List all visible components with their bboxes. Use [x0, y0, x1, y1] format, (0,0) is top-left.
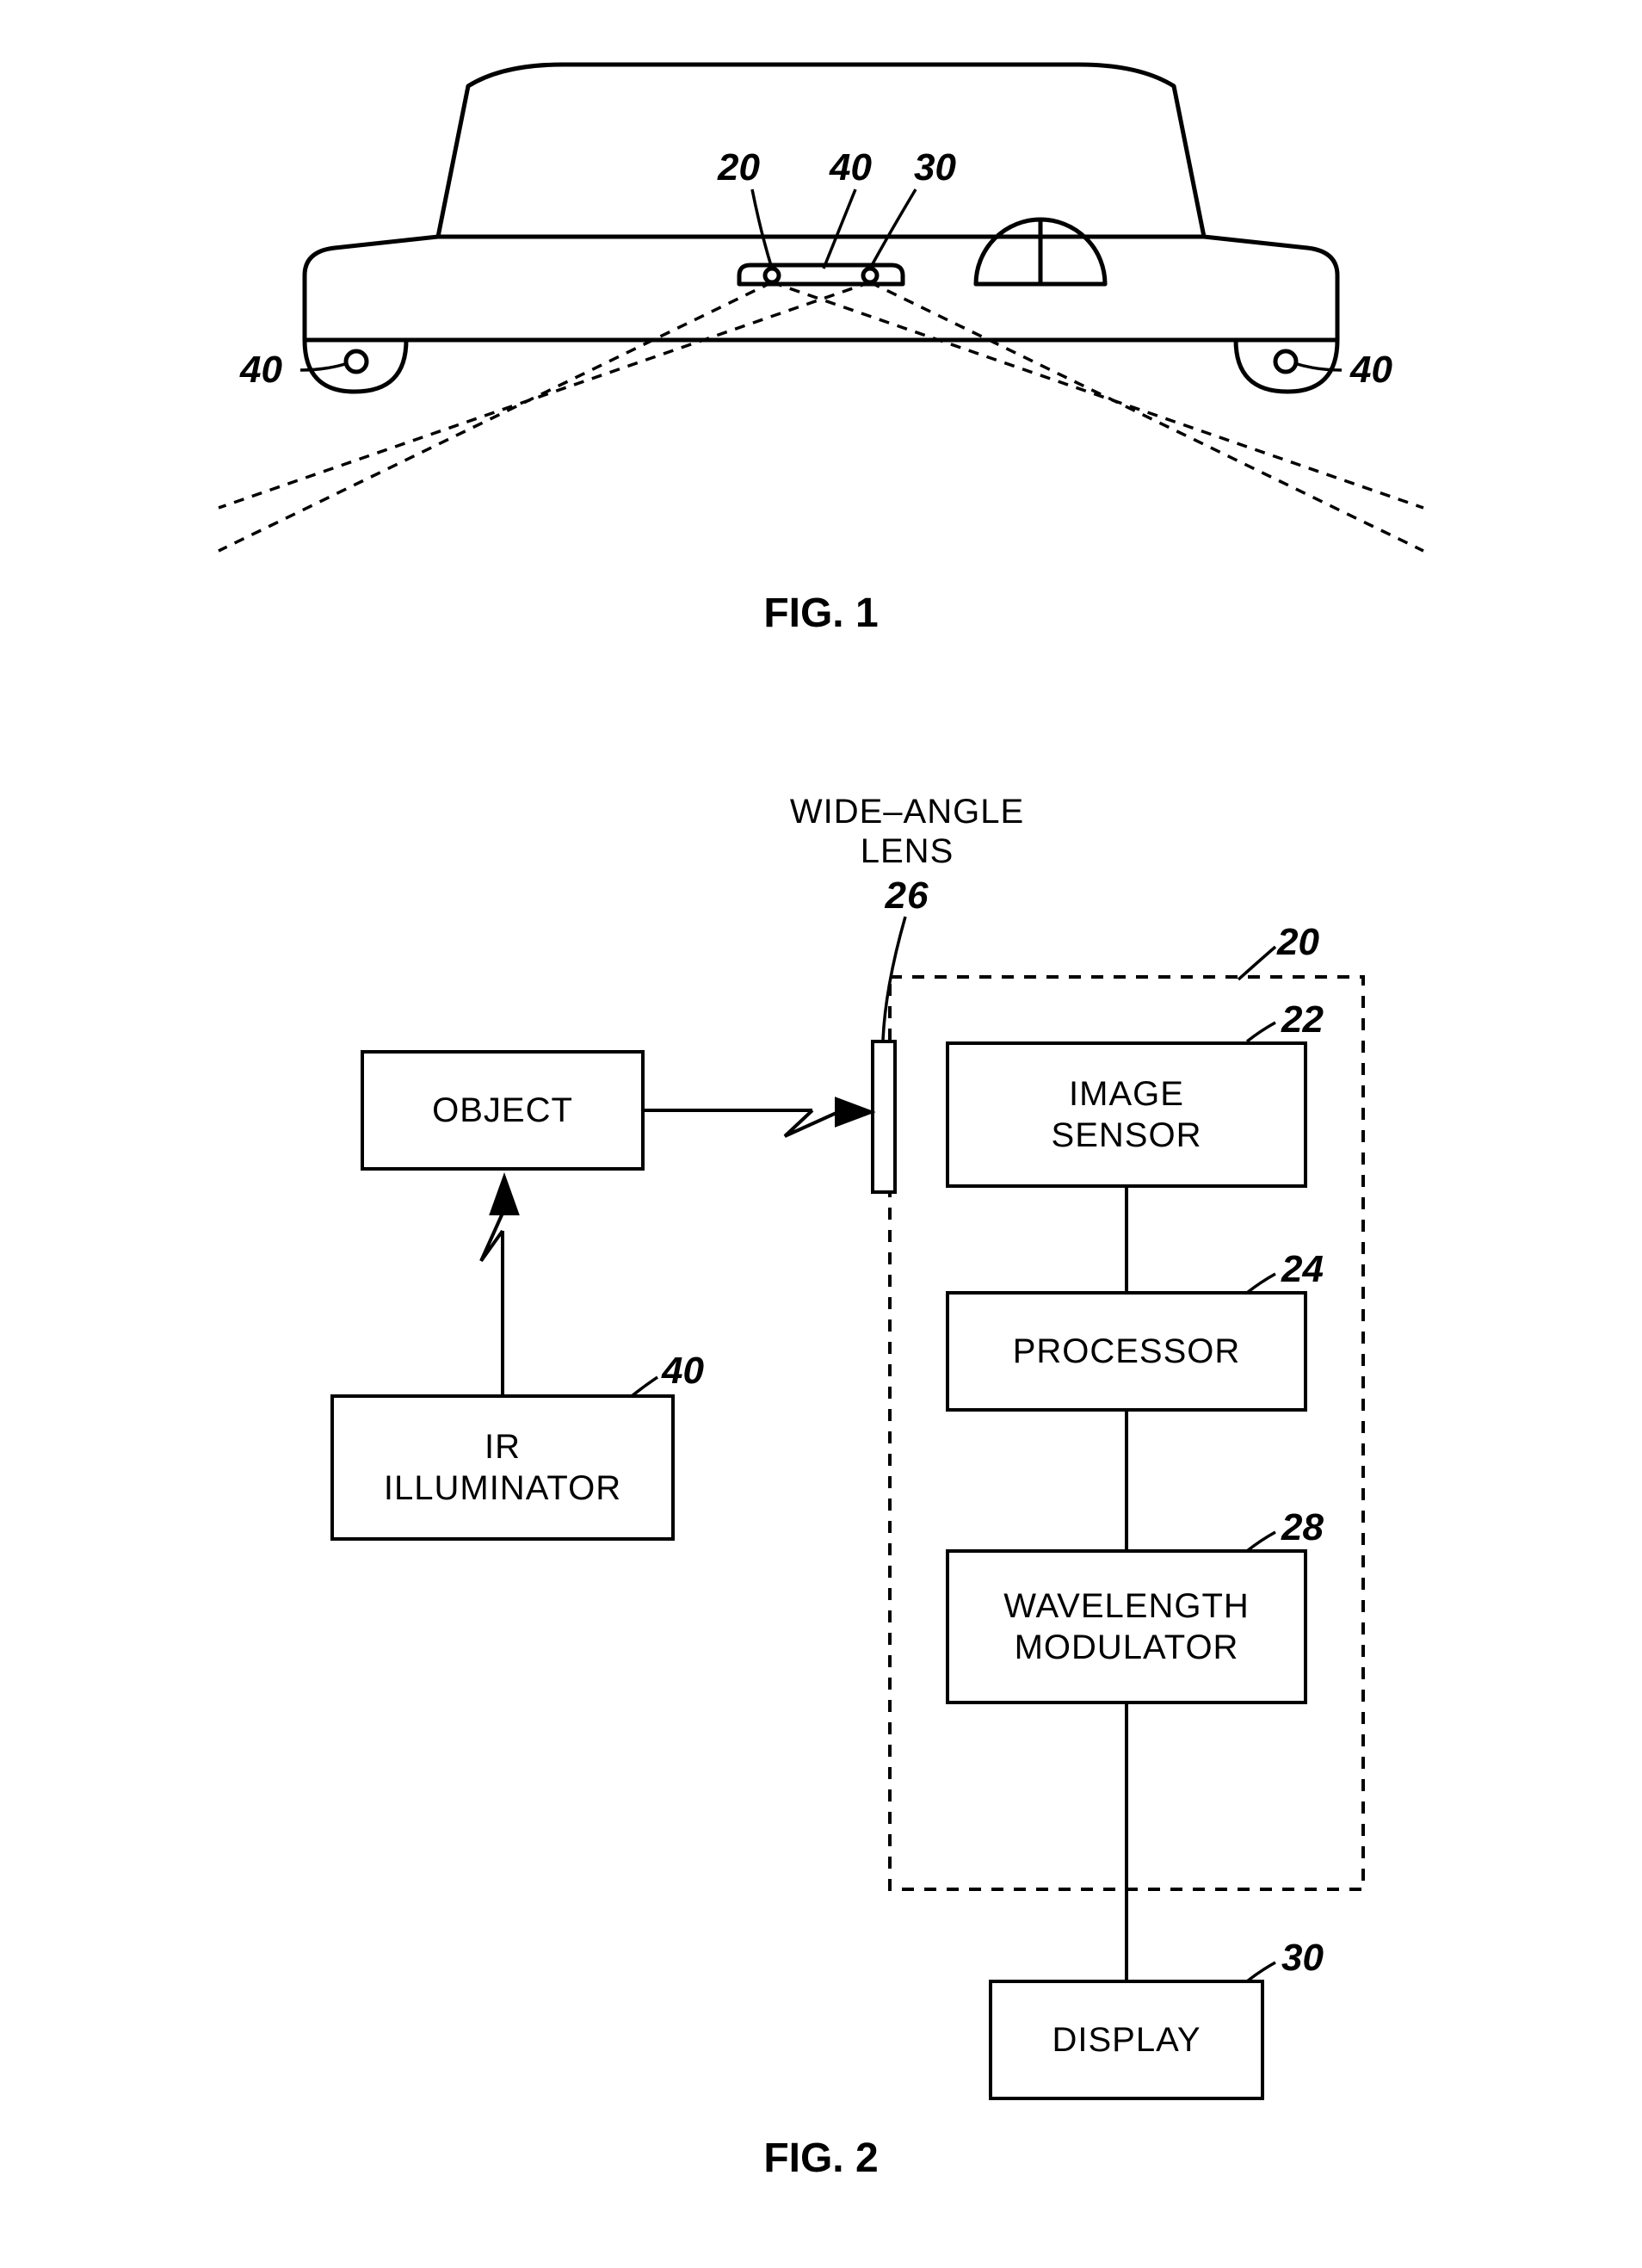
fig1-label: FIG. 1 [176, 590, 1466, 637]
processor-box: PROCESSOR [946, 1291, 1307, 1412]
modulator-ref: 28 [1281, 1506, 1324, 1549]
fig1-ref-40-right: 40 [1350, 349, 1392, 392]
fig1-ref-40-left: 40 [240, 349, 282, 392]
sensor-text-line1: IMAGE [1069, 1075, 1184, 1113]
fig1-ref-40-center: 40 [830, 146, 872, 189]
fig1-ref-30: 30 [914, 146, 956, 189]
sensor-ref: 22 [1281, 998, 1324, 1041]
figure-1: 20 40 30 40 40 FIG. 1 [176, 52, 1466, 654]
modulator-box: WAVELENGTH MODULATOR [946, 1549, 1307, 1704]
processor-text: PROCESSOR [1013, 1331, 1241, 1372]
object-box: OBJECT [361, 1050, 645, 1171]
object-text: OBJECT [432, 1090, 573, 1131]
sensor-box: IMAGE SENSOR [946, 1041, 1307, 1188]
fig1-ref-20: 20 [718, 146, 760, 189]
ir-box: IR ILLUMINATOR [330, 1394, 675, 1541]
modulator-text-line1: WAVELENGTH [1003, 1587, 1250, 1625]
sensor-text-line2: SENSOR [1052, 1116, 1202, 1154]
display-box: DISPLAY [989, 1980, 1264, 2100]
figure-2: WIDE–ANGLE LENS 26 20 [176, 792, 1466, 2221]
modulator-text-line2: MODULATOR [1015, 1628, 1239, 1666]
ir-ref: 40 [662, 1350, 704, 1393]
fig2-label: FIG. 2 [176, 2135, 1466, 2182]
display-ref: 30 [1281, 1937, 1324, 1980]
ir-text-line2: ILLUMINATOR [384, 1469, 621, 1507]
ir-text-line1: IR [485, 1428, 521, 1466]
display-text: DISPLAY [1052, 2019, 1201, 2061]
processor-ref: 24 [1281, 1248, 1324, 1291]
fig1-svg [176, 52, 1466, 585]
